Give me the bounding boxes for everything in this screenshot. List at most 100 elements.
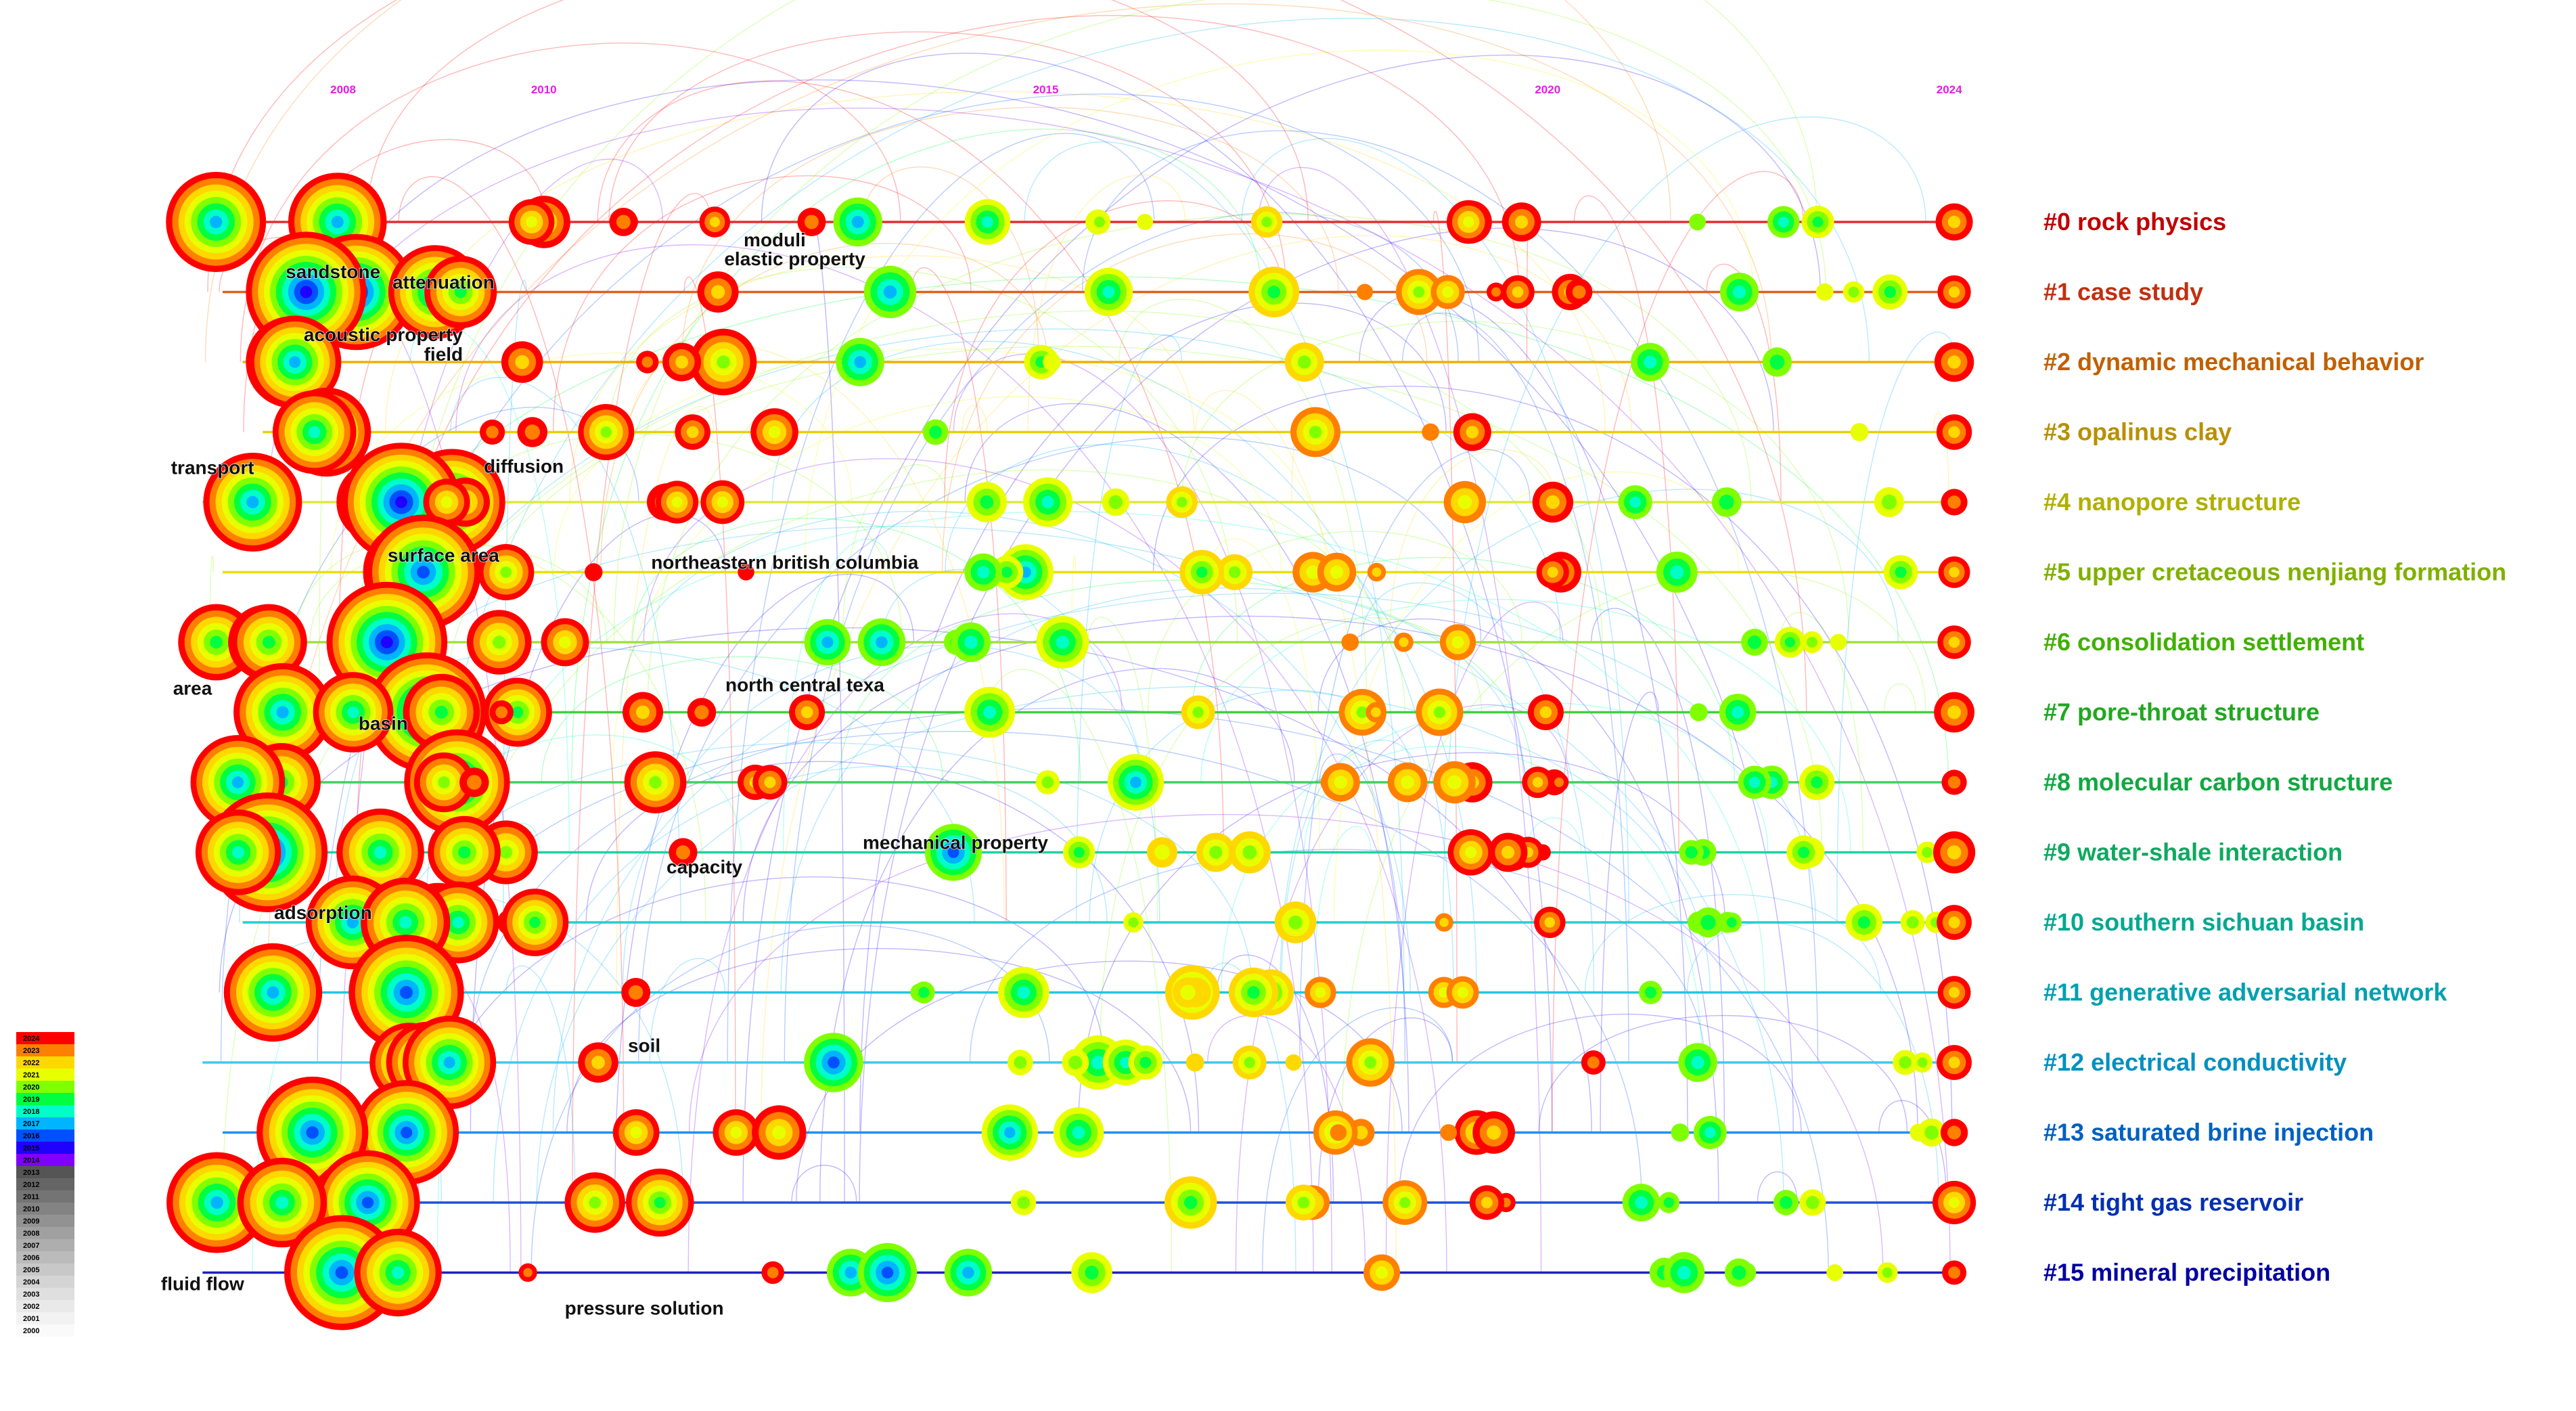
node-ring: [526, 216, 538, 228]
legend-swatch: [16, 1227, 74, 1239]
keyword-label: north central texa: [725, 674, 884, 695]
citation-arc: [1024, 141, 1405, 993]
citation-arc: [1209, 538, 1320, 853]
node-ring: [1948, 1056, 1960, 1069]
keyword-node: [1356, 284, 1374, 300]
keyword-node: [1053, 1107, 1104, 1158]
citation-arc: [911, 267, 1007, 923]
node-ring: [1663, 1197, 1675, 1208]
node-ring: [1334, 776, 1347, 789]
keyword-node: [203, 453, 302, 552]
citation-arc: [819, 668, 1295, 1203]
keyword-node: [413, 752, 474, 813]
node-ring: [1439, 918, 1449, 927]
node-ring: [1017, 986, 1031, 999]
keyword-node: [246, 231, 367, 353]
node-ring: [1184, 1196, 1198, 1209]
keyword-node: [951, 622, 991, 663]
keyword-node: [1305, 977, 1336, 1008]
keyword-node: [1446, 976, 1479, 1009]
keyword-node: [804, 619, 851, 666]
citation-arc: [964, 403, 1409, 1133]
cluster-label: #11 generative adversarial network: [2043, 979, 2447, 1006]
keyword-node: [1173, 977, 1203, 1008]
node-ring: [876, 636, 888, 648]
keyword-node: [1767, 206, 1800, 238]
legend-year-label: 2021: [23, 1071, 39, 1079]
citation-arc: [1319, 753, 1406, 1063]
node-ring: [1906, 916, 1919, 928]
node-ring: [821, 636, 834, 648]
keyword-node: [1942, 1260, 1967, 1285]
node-ring: [232, 846, 245, 859]
keyword-node: [1382, 1180, 1428, 1225]
citation-arc: [1933, 412, 1949, 503]
node-ring: [1180, 985, 1196, 1000]
node-ring: [1917, 1057, 1928, 1068]
node-ring: [1812, 217, 1824, 227]
citation-arc: [1118, 298, 1368, 713]
keyword-node: [482, 677, 552, 747]
keyword-node: [609, 208, 638, 236]
node-ring: [947, 847, 959, 858]
keyword-node: [944, 1249, 993, 1297]
node-ring: [401, 1126, 413, 1139]
legend-year-label: 2016: [23, 1132, 39, 1140]
node-ring: [493, 635, 506, 649]
keyword-label: fluid flow: [161, 1273, 244, 1294]
node-ring: [1671, 1123, 1690, 1142]
node-ring: [308, 426, 321, 439]
keyword-node: [1486, 282, 1506, 302]
node-ring: [443, 1056, 455, 1069]
keyword-node: [1741, 629, 1768, 656]
node-ring: [980, 495, 994, 509]
node-ring: [289, 356, 301, 368]
keyword-label: transport: [171, 457, 254, 478]
keyword-node: [1631, 342, 1669, 382]
legend-swatch: [16, 1105, 74, 1117]
cluster-labels: #0 rock physics #1 case study #2 dynamic m…: [2043, 208, 2506, 1286]
node-ring: [1769, 355, 1785, 369]
node-ring: [717, 355, 730, 369]
citation-arc: [1280, 489, 1899, 993]
legend-year-label: 2022: [23, 1059, 39, 1067]
citation-arc: [1686, 922, 1939, 1203]
legend-year-label: 2000: [23, 1327, 39, 1335]
citation-arc: [450, 377, 681, 923]
citation-arc: [1398, 1013, 1802, 1203]
keyword-node: [1071, 1252, 1112, 1293]
node-ring: [1778, 217, 1789, 227]
citation-arc: [1584, 894, 1881, 993]
node-ring: [1884, 286, 1896, 298]
year-tick-label: 2010: [531, 83, 557, 96]
cluster-label: #1 case study: [2043, 278, 2203, 306]
keyword-node: [1937, 275, 1971, 309]
node-ring: [262, 635, 275, 649]
keyword-node: [1365, 702, 1386, 723]
keyword-node: [428, 815, 501, 889]
keyword-node: [1678, 1043, 1717, 1082]
node-ring: [1677, 1266, 1691, 1280]
keyword-node: [1801, 631, 1824, 654]
node-ring: [1587, 1056, 1600, 1069]
keyword-node: [690, 328, 757, 396]
node-ring: [767, 1267, 779, 1278]
keyword-node: [1248, 267, 1300, 317]
keyword-nodes: [166, 172, 1976, 1330]
node-ring: [495, 706, 508, 719]
keyword-label: surface area: [388, 545, 499, 566]
node-ring: [1073, 847, 1085, 858]
citation-arc: [761, 52, 1553, 1133]
citation-arc: [1081, 130, 1819, 1063]
node-ring: [1330, 565, 1344, 579]
node-ring: [1690, 703, 1708, 721]
node-ring: [1806, 1196, 1820, 1209]
citation-arc: [1299, 449, 1531, 1063]
node-ring: [1176, 497, 1188, 508]
node-ring: [1949, 566, 1960, 578]
node-ring: [454, 286, 467, 298]
node-ring: [529, 916, 541, 928]
citation-arc: [791, 1165, 857, 1203]
node-ring: [1192, 707, 1204, 718]
